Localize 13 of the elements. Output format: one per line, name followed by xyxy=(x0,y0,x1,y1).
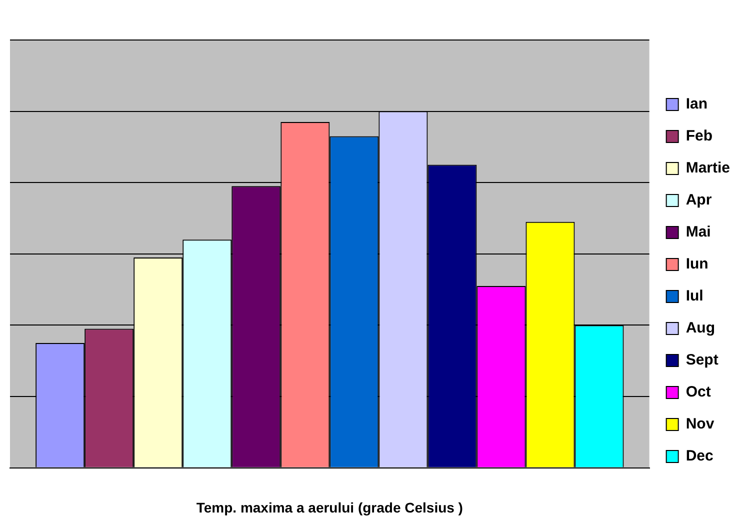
legend-label: Iul xyxy=(686,288,704,305)
legend-label: Aug xyxy=(686,320,715,337)
legend-label: Dec xyxy=(686,448,714,465)
legend-label: Nov xyxy=(686,416,715,433)
legend-label: Apr xyxy=(686,192,712,209)
legend-label: Ian xyxy=(686,96,708,113)
x-axis-title: Temp. maxima a aerului (grade Celsius ) xyxy=(196,499,463,516)
legend-label: Iun xyxy=(686,256,708,273)
legend-label: Feb xyxy=(686,128,712,145)
legend-label: Sept xyxy=(686,352,718,369)
legend-label: Martie xyxy=(686,160,730,177)
legend-label: Oct xyxy=(686,384,711,401)
legend-label: Mai xyxy=(686,224,711,241)
